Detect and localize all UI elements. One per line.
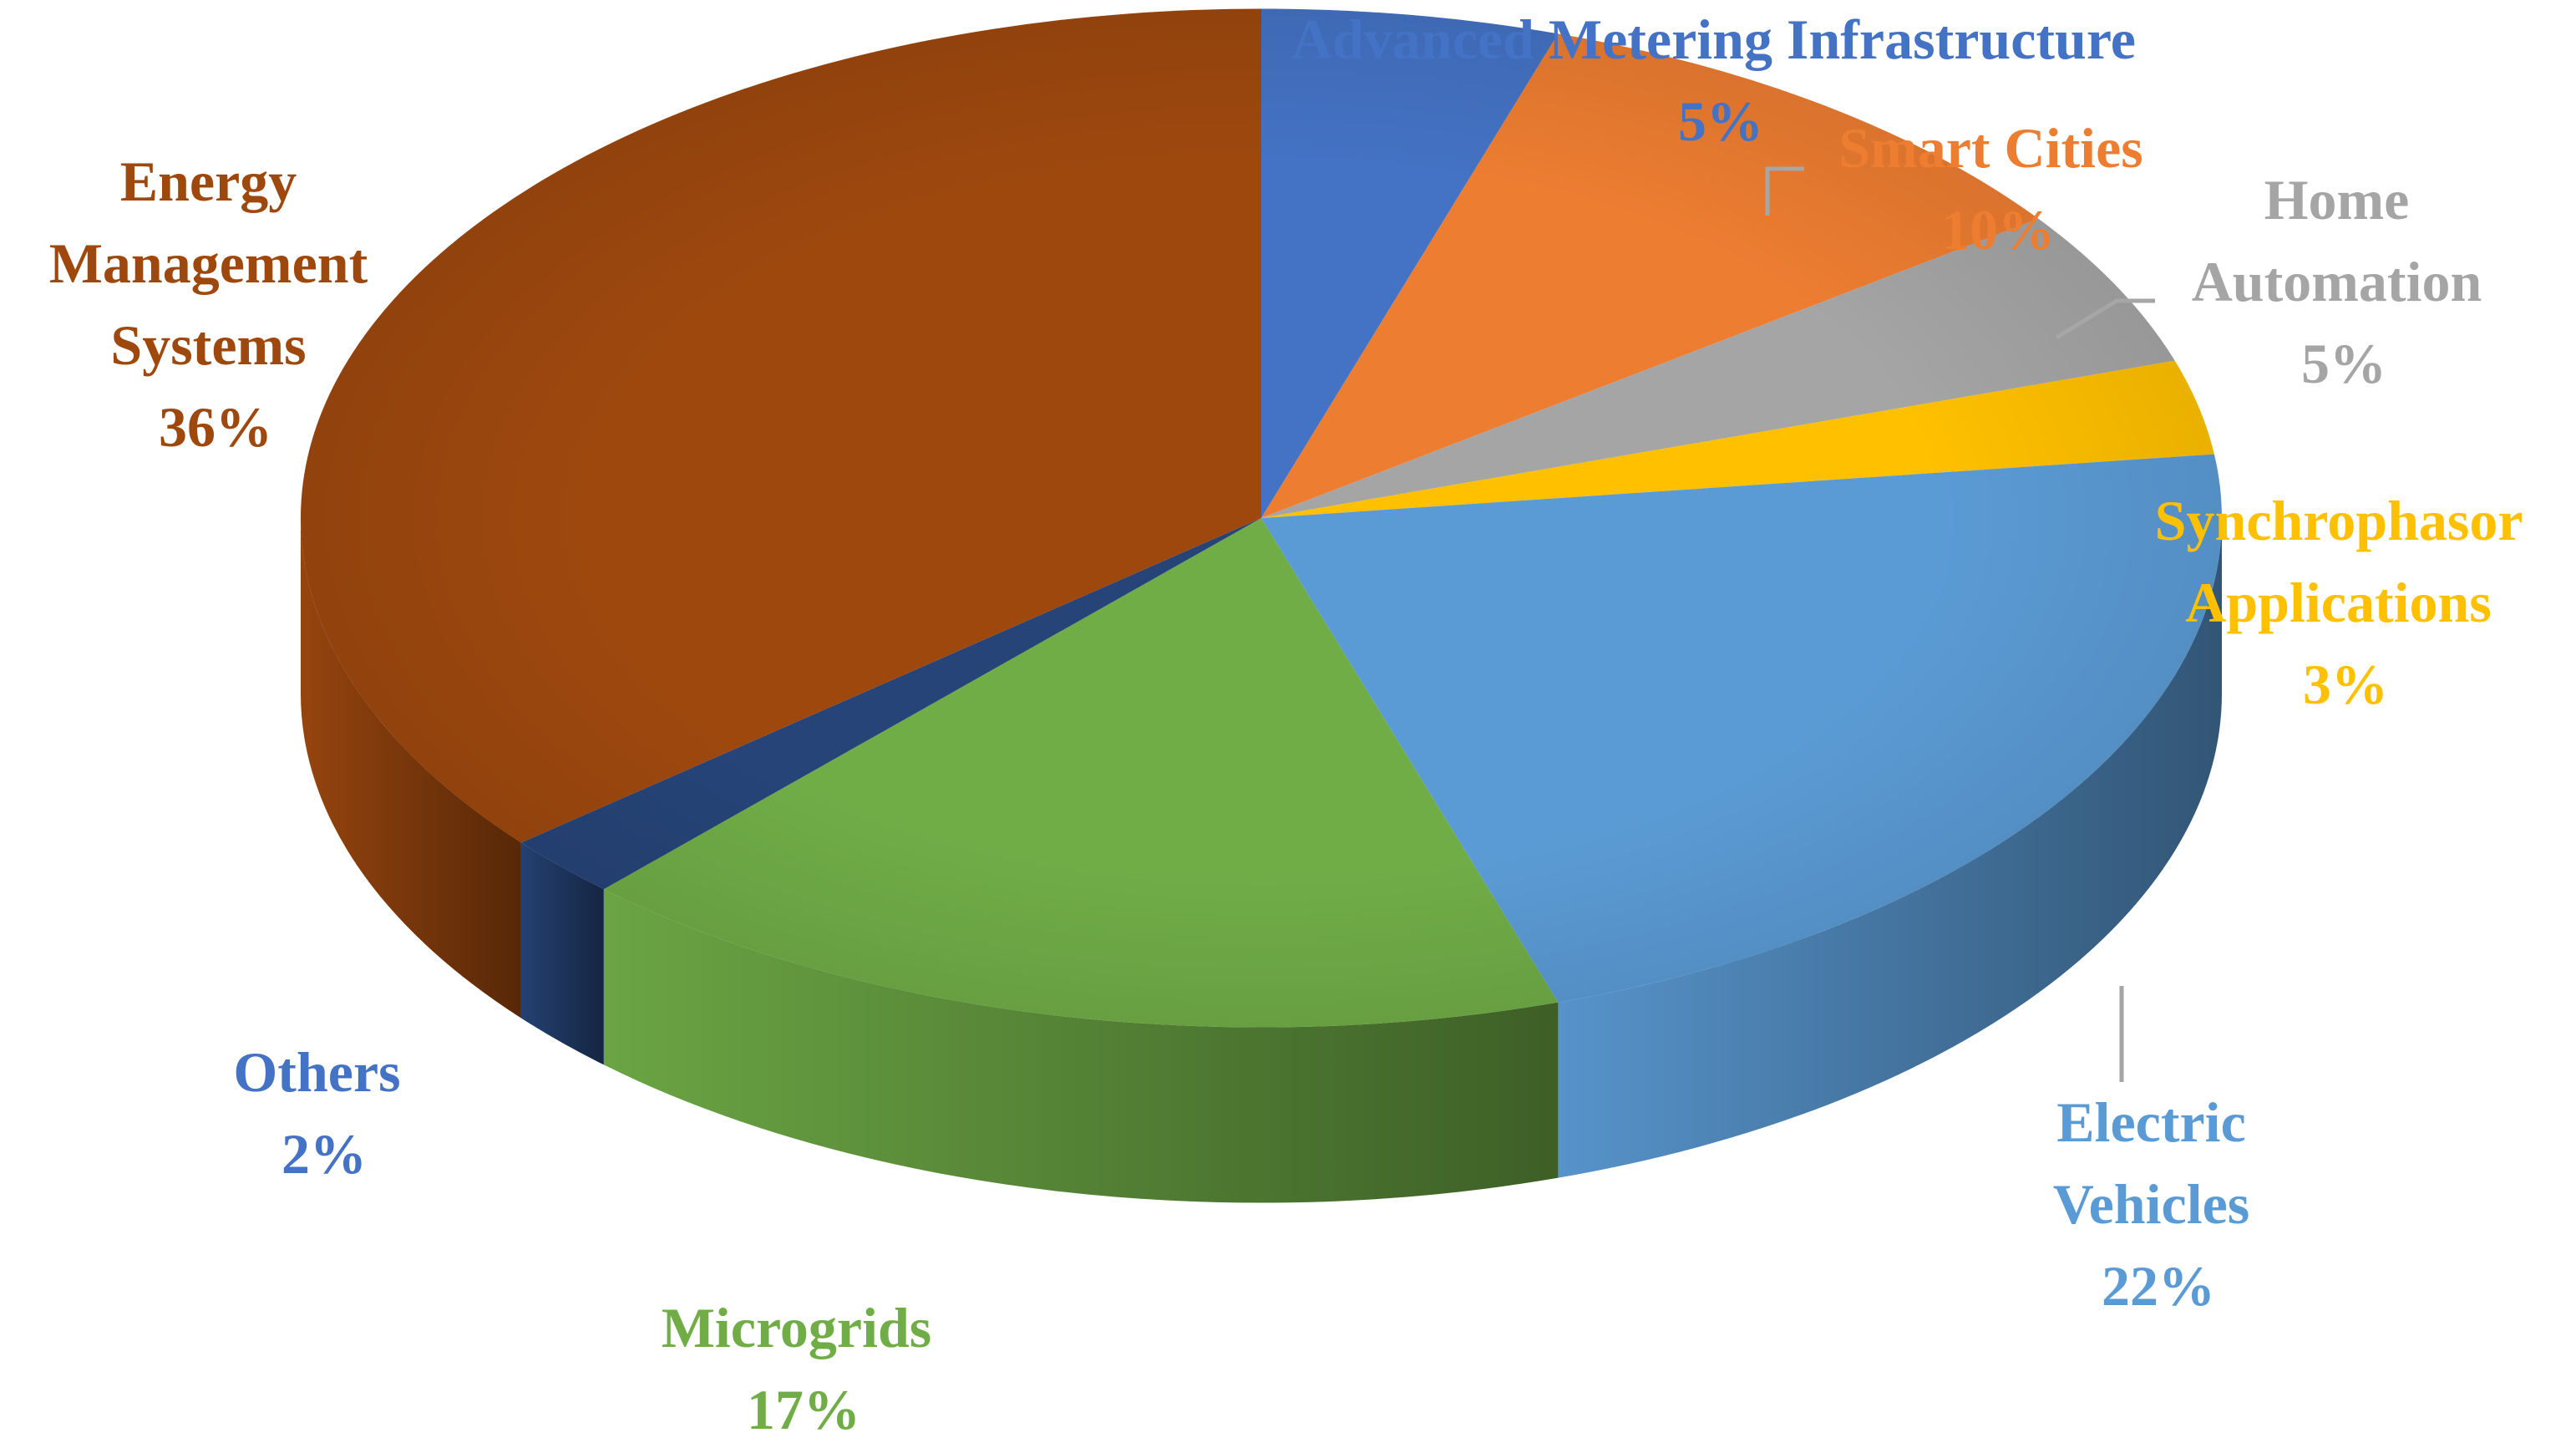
pie-side-shade-electric-vehicles (1558, 518, 2222, 1178)
label-electric-vehicles: Electric Vehicles 22% (2053, 1090, 2264, 1318)
label-energy-management-systems: Energy Management Systems 36% (49, 150, 382, 459)
pie-top-shade (301, 8, 2222, 1028)
pie-side-shade-others (520, 842, 604, 1065)
pie-sides (301, 518, 2222, 1203)
label-smart-cities: Smart Cities 10% (1838, 116, 2157, 262)
pie-side-shade-energy-management-systems (301, 518, 521, 1019)
pie-body (300, 8, 2222, 1203)
pie-tops (300, 8, 2222, 1028)
leader-line-home-automation (2055, 298, 2155, 340)
label-advanced-metering-infrastructure: Advanced Metering Infrastructure 5% (1291, 8, 2150, 153)
label-home-automation: Home Automation 5% (2192, 168, 2497, 395)
label-others: Others 2% (233, 1040, 414, 1186)
label-microgrids: Microgrids 17% (662, 1296, 946, 1441)
pie-side-shade-microgrids (603, 889, 1559, 1203)
leader-lines (1765, 166, 2155, 1082)
leader-line-smart-cities (1765, 166, 1804, 216)
label-synchrophasor-applications: Synchrophasor Applications 3% (2155, 489, 2537, 716)
